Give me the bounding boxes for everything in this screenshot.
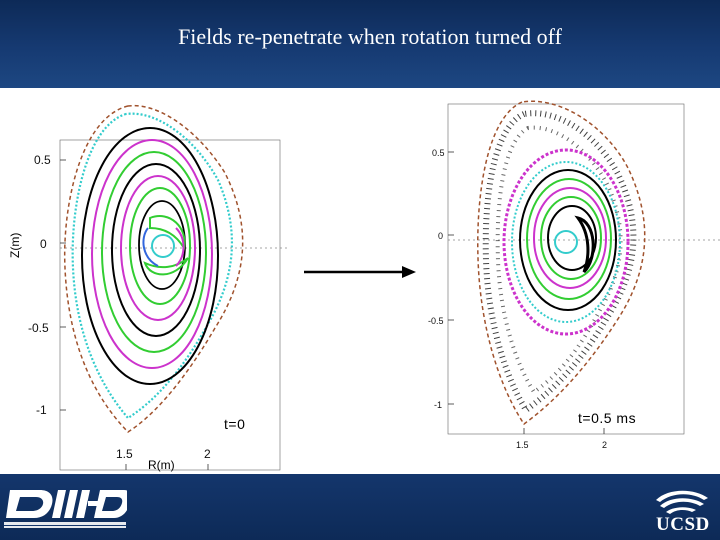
arrow-icon	[304, 266, 416, 278]
slide-header	[0, 0, 720, 88]
slide-footer	[0, 474, 720, 540]
left-vessel-wall	[63, 104, 244, 433]
left-y-tick--0.5: -0.5	[28, 321, 49, 335]
left-y-tick-0: 0	[40, 237, 47, 251]
left-x-tick-2: 2	[204, 447, 211, 461]
right-x-tick-1.5: 1.5	[516, 440, 529, 450]
left-y-tick--1: -1	[36, 403, 47, 417]
left-plot-frame	[59, 139, 281, 471]
left-y-tick-0.5: 0.5	[34, 153, 51, 167]
right-time-label: t=0.5 ms	[578, 410, 637, 426]
left-time-label: t=0	[224, 416, 246, 432]
ucsd-logo-icon	[656, 490, 708, 514]
left-y-axis-label: Z(m)	[8, 232, 22, 258]
diii-d-logo	[4, 490, 127, 528]
right-y-tick--1: -1	[434, 400, 442, 410]
right-x-tick-2: 2	[602, 440, 607, 450]
ucsd-wordmark: UCSD	[656, 514, 710, 535]
right-poincare-plot: 0.5 0 -0.5 -1 1.5 2	[420, 88, 720, 474]
slide-title: Fields re-penetrate when rotation turned…	[178, 24, 562, 49]
right-y-tick-0.5: 0.5	[432, 148, 445, 158]
left-poincare-plot: 0.5 0 -0.5 -1 1.5 2	[0, 88, 290, 474]
right-y-tick-0: 0	[438, 231, 443, 241]
left-x-tick-1.5: 1.5	[116, 447, 133, 461]
left-x-axis-label: R(m)	[148, 458, 175, 472]
right-vessel-wall	[477, 100, 646, 426]
right-y-tick--0.5: -0.5	[428, 316, 444, 326]
